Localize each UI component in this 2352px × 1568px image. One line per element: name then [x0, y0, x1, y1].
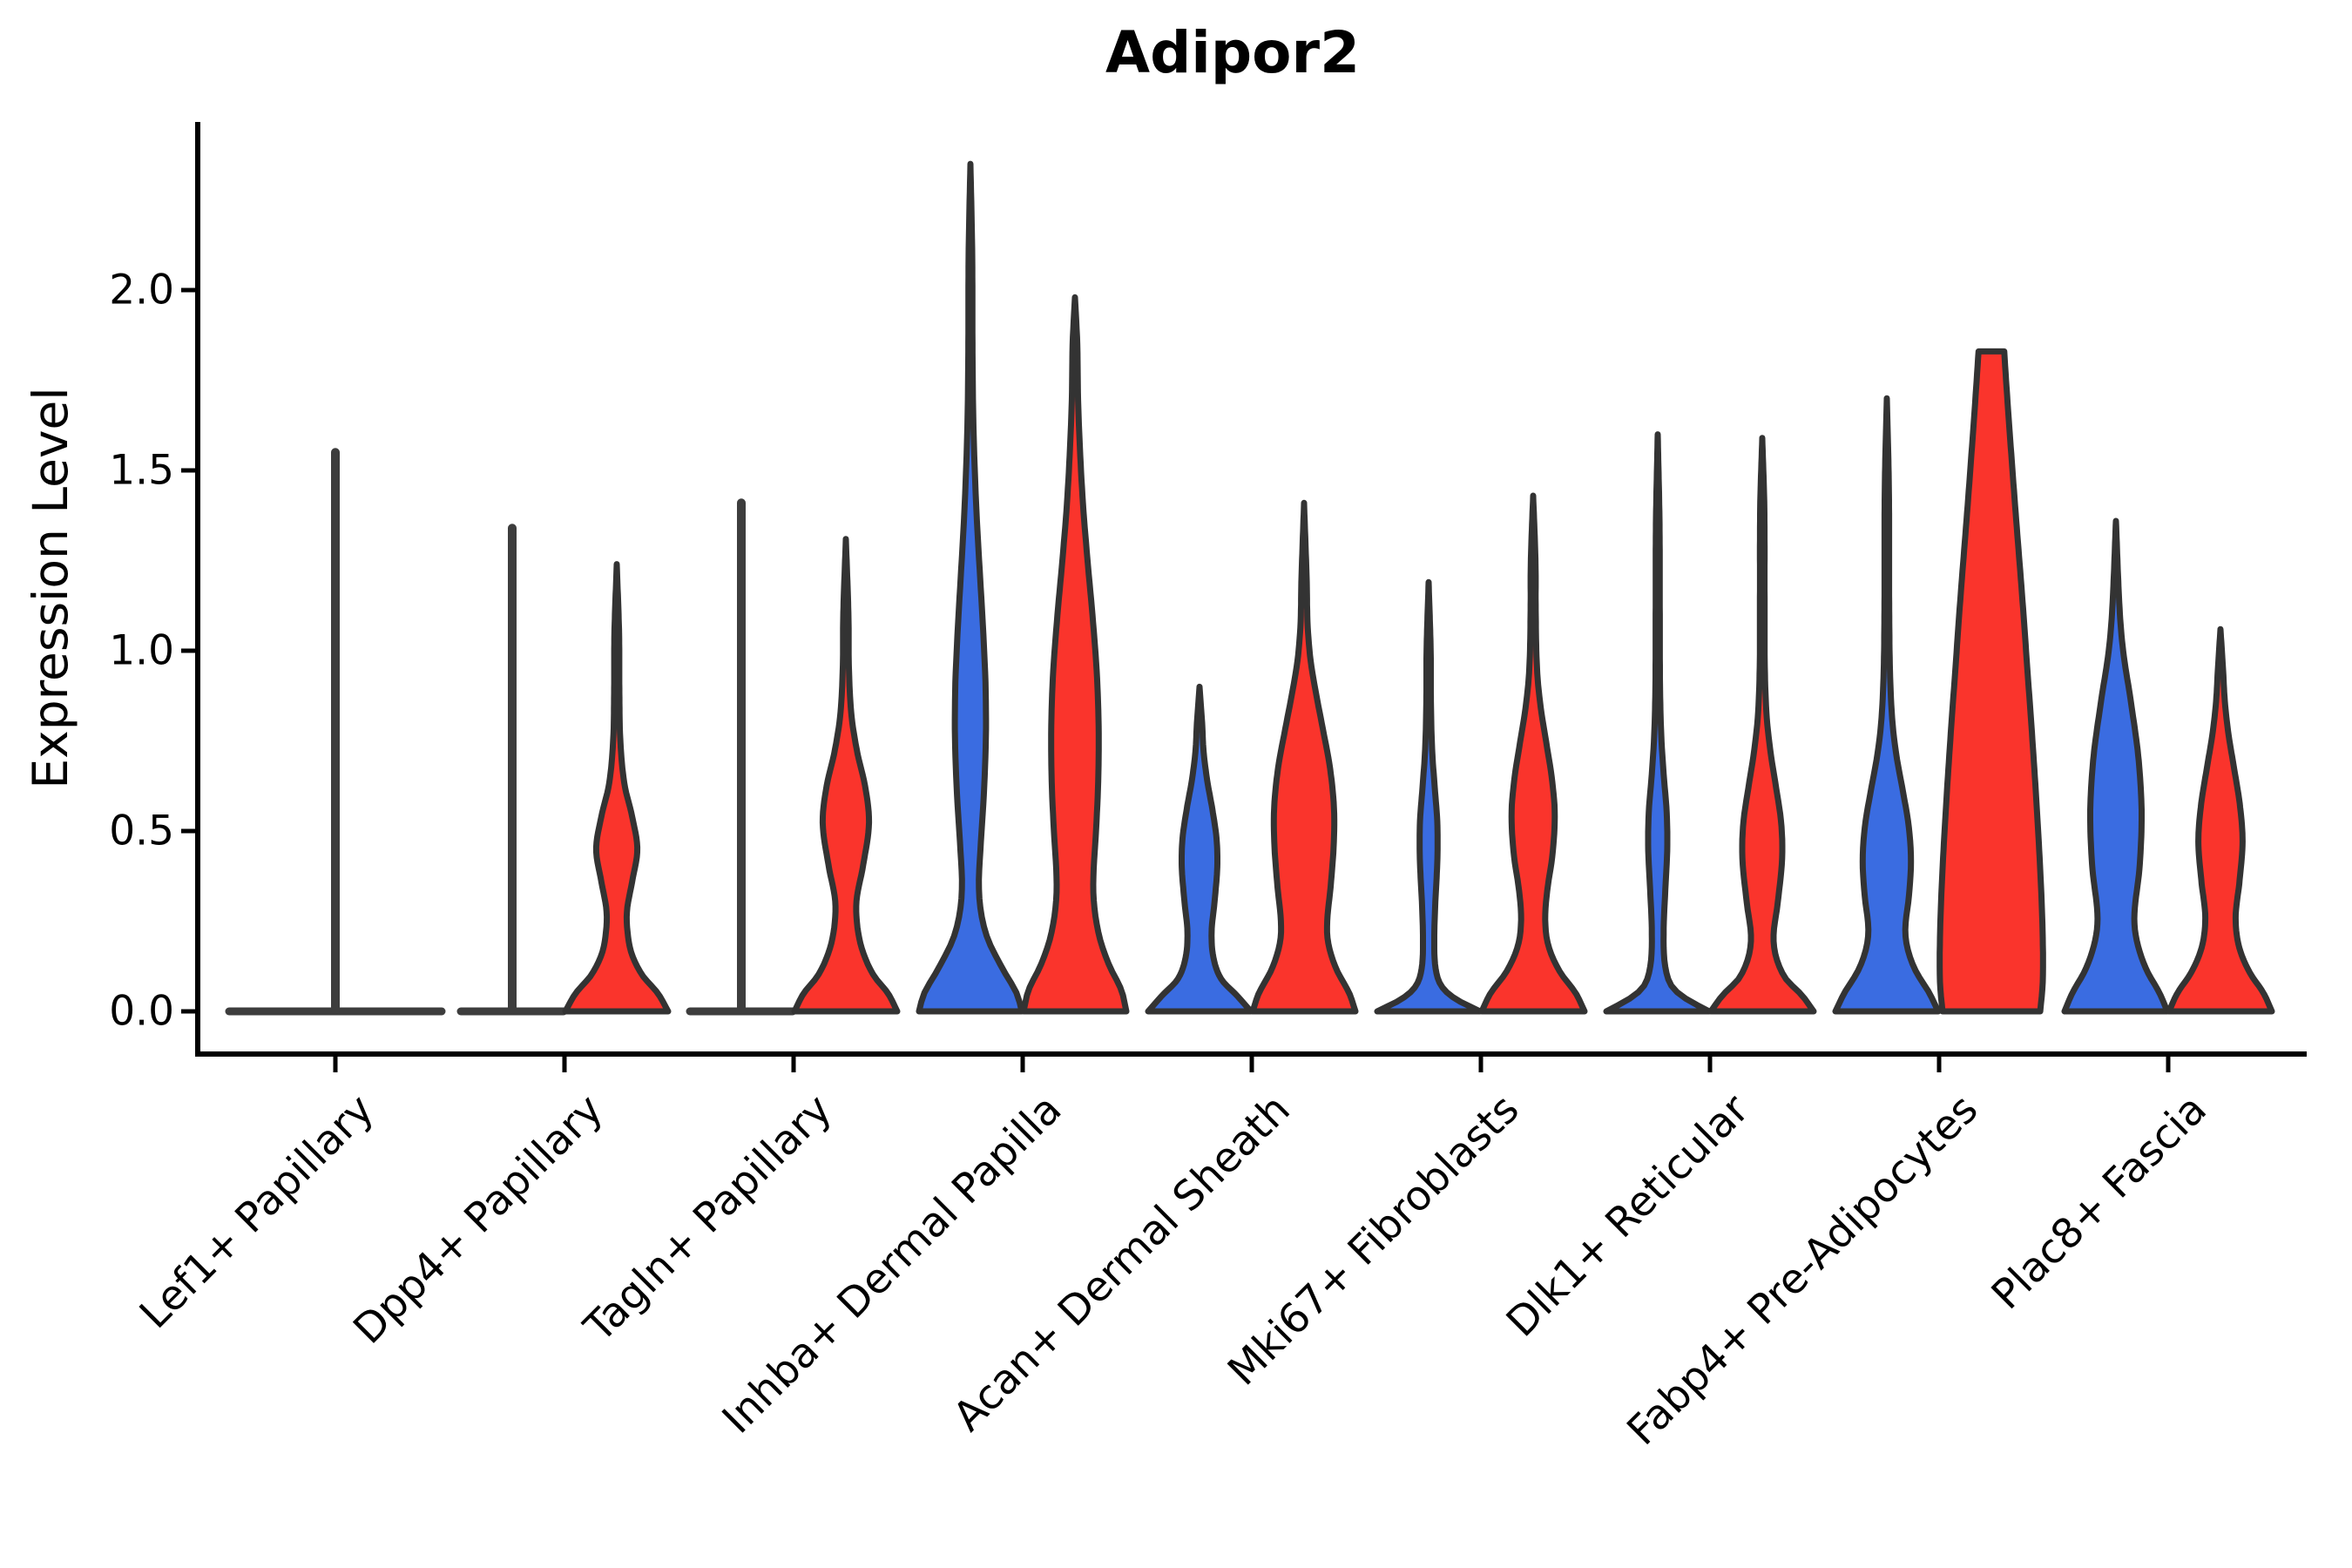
violin-plac8-blue: [2061, 517, 2171, 1015]
violin-dlk1-blue: [1603, 431, 1713, 1015]
violin-fabp4-red: [1936, 348, 2046, 1015]
violin-acan-red: [1249, 499, 1359, 1015]
violin-inhba-blue: [916, 160, 1025, 1015]
violin-dlk1-red: [1707, 435, 1817, 1015]
y-tick-label: 0.0: [109, 987, 174, 1036]
violin-fabp4-blue: [1832, 395, 1942, 1015]
violin-mki67-red: [1478, 492, 1588, 1015]
violin-tagln-red: [791, 536, 901, 1015]
violin-plac8-red: [2166, 625, 2275, 1015]
chart-title: Adipor2: [1105, 19, 1360, 86]
y-tick-label: 1.0: [109, 626, 174, 675]
violin-mki67-blue: [1374, 578, 1484, 1015]
y-tick-label: 1.5: [109, 446, 174, 495]
violin-inhba-red: [1020, 294, 1130, 1015]
y-tick-label: 0.5: [109, 807, 174, 855]
y-tick-label: 2.0: [109, 266, 174, 314]
violin-acan-blue: [1145, 683, 1254, 1015]
violin-dpp4-red: [562, 561, 672, 1015]
